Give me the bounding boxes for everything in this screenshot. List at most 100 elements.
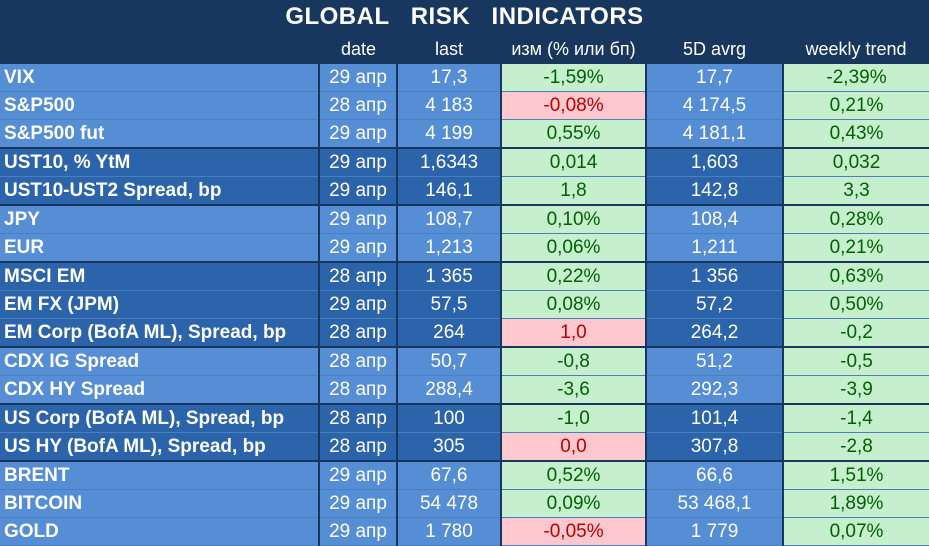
change-cell: 0,09% — [501, 489, 647, 518]
avg-5d-cell: 142,8 — [646, 176, 784, 206]
date-cell: 29 апр — [319, 119, 398, 149]
change-cell: 1,8 — [501, 176, 647, 206]
change-cell: 0,55% — [501, 119, 647, 149]
last-value-cell: 17,3 — [397, 64, 502, 92]
indicator-name: GOLD — [0, 517, 320, 546]
table-row: EUR 29 апр 1,213 0,06% 1,211 0,21% — [0, 233, 929, 263]
date-cell: 28 апр — [319, 403, 398, 433]
header-weekly-trend: weekly trend — [783, 34, 929, 64]
indicator-name: S&P500 — [0, 91, 320, 120]
date-cell: 29 апр — [319, 290, 398, 319]
date-cell: 28 апр — [319, 346, 398, 376]
last-value-cell: 67,6 — [397, 460, 502, 490]
avg-5d-cell: 1,603 — [646, 147, 784, 177]
table-row: S&P500 fut 29 апр 4 199 0,55% 4 181,1 0,43% — [0, 119, 929, 149]
table-row: US Corp (BofA ML), Spread, bp 28 апр 100 -1… — [0, 403, 929, 433]
indicator-name: MSCI EM — [0, 261, 320, 291]
indicator-name: VIX — [0, 64, 320, 92]
change-cell: 0,014 — [501, 147, 647, 177]
date-cell: 28 апр — [319, 261, 398, 291]
date-cell: 28 апр — [319, 318, 398, 348]
avg-5d-cell: 307,8 — [646, 432, 784, 462]
last-value-cell: 4 199 — [397, 119, 502, 149]
date-cell: 28 апр — [319, 91, 398, 120]
avg-5d-cell: 292,3 — [646, 375, 784, 405]
weekly-trend-cell: 0,50% — [783, 290, 929, 319]
avg-5d-cell: 108,4 — [646, 204, 784, 234]
change-cell: -0,08% — [501, 91, 647, 120]
change-cell: 0,0 — [501, 432, 647, 462]
change-cell: 0,08% — [501, 290, 647, 319]
weekly-trend-cell: 0,63% — [783, 261, 929, 291]
table-row: S&P500 28 апр 4 183 -0,08% 4 174,5 0,21% — [0, 91, 929, 120]
indicator-name: US Corp (BofA ML), Spread, bp — [0, 403, 320, 433]
last-value-cell: 146,1 — [397, 176, 502, 206]
change-cell: -1,59% — [501, 64, 647, 92]
weekly-trend-cell: -3,9 — [783, 375, 929, 405]
table-row: BITCOIN 29 апр 54 478 0,09% 53 468,1 1,89% — [0, 489, 929, 518]
weekly-trend-cell: 3,3 — [783, 176, 929, 206]
indicator-name: US HY (BofA ML), Spread, bp — [0, 432, 320, 462]
last-value-cell: 305 — [397, 432, 502, 462]
change-cell: -0,8 — [501, 346, 647, 376]
last-value-cell: 1,213 — [397, 233, 502, 263]
table-title: GLOBAL RISK INDICATORS — [0, 0, 929, 34]
last-value-cell: 1 365 — [397, 261, 502, 291]
change-cell: 0,06% — [501, 233, 647, 263]
indicator-name: EM Corp (BofA ML), Spread, bp — [0, 318, 320, 348]
table-row: US HY (BofA ML), Spread, bp 28 апр 305 0,0 3… — [0, 432, 929, 462]
weekly-trend-cell: -0,5 — [783, 346, 929, 376]
indicator-name: EM FX (JPM) — [0, 290, 320, 319]
header-change: изм (% или бп) — [501, 34, 646, 64]
avg-5d-cell: 1 356 — [646, 261, 784, 291]
last-value-cell: 108,7 — [397, 204, 502, 234]
avg-5d-cell: 1,211 — [646, 233, 784, 263]
header-last: last — [397, 34, 501, 64]
change-cell: -3,6 — [501, 375, 647, 405]
date-cell: 28 апр — [319, 432, 398, 462]
avg-5d-cell: 57,2 — [646, 290, 784, 319]
avg-5d-cell: 264,2 — [646, 318, 784, 348]
weekly-trend-cell: 1,89% — [783, 489, 929, 518]
table-row: JPY 29 апр 108,7 0,10% 108,4 0,28% — [0, 204, 929, 234]
last-value-cell: 50,7 — [397, 346, 502, 376]
last-value-cell: 288,4 — [397, 375, 502, 405]
indicator-name: EUR — [0, 233, 320, 263]
change-cell: -1,0 — [501, 403, 647, 433]
change-cell: 0,22% — [501, 261, 647, 291]
date-cell: 29 апр — [319, 204, 398, 234]
header-row: date last изм (% или бп) 5D avrg weekly … — [0, 34, 929, 64]
table-row: EM Corp (BofA ML), Spread, bp 28 апр 264 1,… — [0, 318, 929, 348]
weekly-trend-cell: -1,4 — [783, 403, 929, 433]
table-row: GOLD 29 апр 1 780 -0,05% 1 779 0,07% — [0, 517, 929, 546]
date-cell: 29 апр — [319, 517, 398, 546]
change-cell: 0,52% — [501, 460, 647, 490]
indicator-name: S&P500 fut — [0, 119, 320, 149]
table-row: CDX IG Spread 28 апр 50,7 -0,8 51,2 -0,5 — [0, 346, 929, 376]
avg-5d-cell: 53 468,1 — [646, 489, 784, 518]
table-row: MSCI EM 28 апр 1 365 0,22% 1 356 0,63% — [0, 261, 929, 291]
weekly-trend-cell: -0,2 — [783, 318, 929, 348]
change-cell: 1,0 — [501, 318, 647, 348]
indicator-name: JPY — [0, 204, 320, 234]
date-cell: 29 апр — [319, 147, 398, 177]
weekly-trend-cell: -2,39% — [783, 64, 929, 92]
table-row: UST10-UST2 Spread, bp 29 апр 146,1 1,8 142,8… — [0, 176, 929, 206]
date-cell: 29 апр — [319, 460, 398, 490]
indicator-name: UST10-UST2 Spread, bp — [0, 176, 320, 206]
indicator-name: CDX HY Spread — [0, 375, 320, 405]
date-cell: 29 апр — [319, 489, 398, 518]
last-value-cell: 100 — [397, 403, 502, 433]
weekly-trend-cell: 0,21% — [783, 91, 929, 120]
last-value-cell: 264 — [397, 318, 502, 348]
table-row: BRENT 29 апр 67,6 0,52% 66,6 1,51% — [0, 460, 929, 490]
table-row: UST10, % YtM 29 апр 1,6343 0,014 1,603 0,032 — [0, 147, 929, 177]
date-cell: 29 апр — [319, 233, 398, 263]
last-value-cell: 1 780 — [397, 517, 502, 546]
avg-5d-cell: 1 779 — [646, 517, 784, 546]
last-value-cell: 1,6343 — [397, 147, 502, 177]
weekly-trend-cell: 0,28% — [783, 204, 929, 234]
indicator-name: UST10, % YtM — [0, 147, 320, 177]
avg-5d-cell: 4 181,1 — [646, 119, 784, 149]
avg-5d-cell: 51,2 — [646, 346, 784, 376]
